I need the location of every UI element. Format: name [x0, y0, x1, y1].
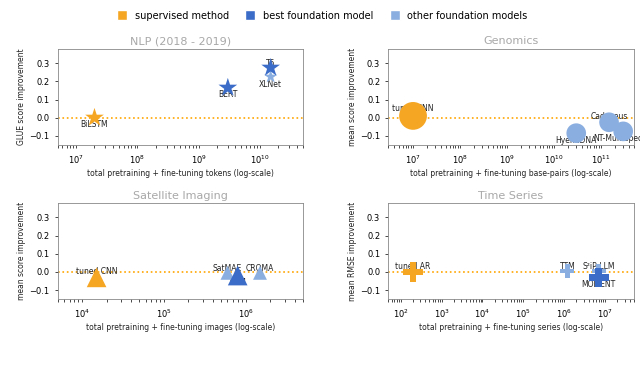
Y-axis label: GLUE score improvement: GLUE score improvement — [17, 49, 26, 145]
Y-axis label: mean RMSE improvement: mean RMSE improvement — [348, 201, 357, 301]
Point — [222, 270, 232, 276]
Text: TTM: TTM — [559, 262, 575, 271]
X-axis label: total pretraining + fine-tuning base-pairs (log-scale): total pretraining + fine-tuning base-pai… — [410, 169, 612, 178]
Title: Satellite Imaging: Satellite Imaging — [132, 191, 228, 201]
Text: XLNet: XLNet — [259, 80, 282, 89]
Point — [232, 273, 243, 279]
Text: BiLSTM: BiLSTM — [81, 120, 108, 129]
Text: MOMENT: MOMENT — [582, 280, 616, 289]
Title: NLP (2018 - 2019): NLP (2018 - 2019) — [129, 36, 230, 46]
Title: Genomics: Genomics — [483, 36, 539, 46]
Point — [618, 128, 628, 134]
Text: Caduceus: Caduceus — [590, 112, 628, 121]
Text: GFM: GFM — [229, 278, 246, 287]
Point — [255, 270, 265, 276]
Point — [90, 115, 100, 121]
Legend: supervised method, best foundation model, other foundation models: supervised method, best foundation model… — [109, 7, 531, 25]
Text: T5: T5 — [266, 59, 275, 68]
Point — [593, 268, 604, 274]
Text: S²iP-LLM: S²iP-LLM — [582, 262, 615, 271]
Point — [408, 269, 418, 275]
X-axis label: total pretraining + fine-tuning tokens (log-scale): total pretraining + fine-tuning tokens (… — [86, 169, 273, 178]
Text: BERT: BERT — [218, 91, 237, 99]
Point — [266, 65, 276, 71]
Point — [593, 275, 604, 280]
Point — [563, 268, 573, 274]
Text: tuned AR: tuned AR — [396, 262, 431, 271]
Y-axis label: mean score improvement: mean score improvement — [17, 202, 26, 300]
Text: tuned CNN: tuned CNN — [76, 267, 117, 276]
Text: tuned CNN: tuned CNN — [392, 104, 434, 113]
Point — [408, 113, 418, 119]
Text: CROMA: CROMA — [246, 264, 274, 273]
Y-axis label: mean score improvement: mean score improvement — [348, 47, 357, 146]
Text: NT-Multispecies: NT-Multispecies — [593, 134, 640, 143]
Point — [223, 85, 233, 91]
Point — [604, 119, 614, 125]
Point — [571, 130, 581, 136]
Point — [266, 74, 276, 80]
Text: SatMAE: SatMAE — [213, 264, 242, 273]
Title: Time Series: Time Series — [479, 191, 543, 201]
Text: HyenaDNA: HyenaDNA — [556, 136, 597, 145]
X-axis label: total pretraining + fine-tuning series (log-scale): total pretraining + fine-tuning series (… — [419, 323, 603, 332]
Point — [92, 275, 102, 280]
X-axis label: total pretraining + fine-tuning images (log-scale): total pretraining + fine-tuning images (… — [86, 323, 275, 332]
